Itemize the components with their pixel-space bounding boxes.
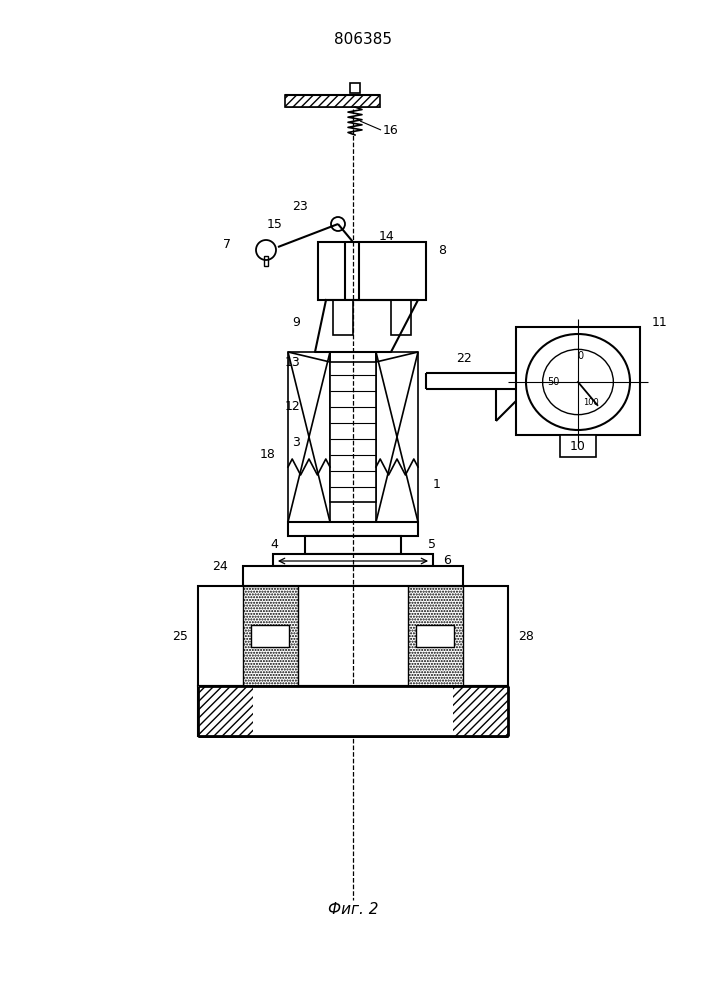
Bar (198, 686, 508, 736)
Text: 25: 25 (172, 630, 188, 643)
Bar (198, 686, 253, 736)
Text: 3: 3 (292, 436, 300, 448)
Bar (330, 362, 376, 502)
Bar (251, 625, 289, 647)
Text: 4: 4 (270, 538, 278, 552)
Text: 12: 12 (284, 400, 300, 414)
Text: 0: 0 (577, 351, 583, 361)
Text: 8: 8 (438, 243, 446, 256)
Bar (333, 300, 353, 335)
Bar (391, 300, 411, 335)
Text: 24: 24 (212, 560, 228, 572)
Text: 13: 13 (284, 356, 300, 368)
Bar (560, 435, 596, 457)
Text: 28: 28 (518, 630, 534, 643)
Text: 9: 9 (292, 316, 300, 328)
Bar (516, 327, 640, 435)
Text: Фиг. 2: Фиг. 2 (328, 902, 378, 918)
Bar (243, 586, 298, 686)
Bar (243, 566, 463, 586)
Bar (285, 95, 380, 107)
Text: 6: 6 (443, 554, 451, 568)
Bar (416, 625, 454, 647)
Bar (288, 522, 418, 536)
Text: 23: 23 (292, 200, 308, 213)
Text: 16: 16 (383, 123, 399, 136)
Text: 14: 14 (379, 231, 395, 243)
Bar (273, 554, 433, 566)
Text: 22: 22 (456, 353, 472, 365)
Bar (198, 586, 508, 686)
Bar (253, 686, 453, 736)
Text: 18: 18 (260, 448, 276, 462)
Text: 806385: 806385 (334, 32, 392, 47)
Bar (408, 586, 463, 686)
Text: 5: 5 (428, 538, 436, 552)
Text: 100: 100 (583, 398, 599, 407)
Text: 7: 7 (223, 238, 231, 251)
Bar (453, 686, 508, 736)
Bar (305, 536, 401, 554)
Bar (264, 256, 268, 266)
Bar (288, 352, 330, 522)
Text: 1: 1 (433, 479, 441, 491)
Text: 11: 11 (652, 316, 667, 328)
Text: 15: 15 (267, 219, 283, 232)
Bar (376, 352, 418, 522)
Text: 50: 50 (547, 377, 559, 387)
Bar (350, 83, 360, 93)
Text: 10: 10 (570, 440, 586, 454)
Bar (318, 242, 426, 300)
